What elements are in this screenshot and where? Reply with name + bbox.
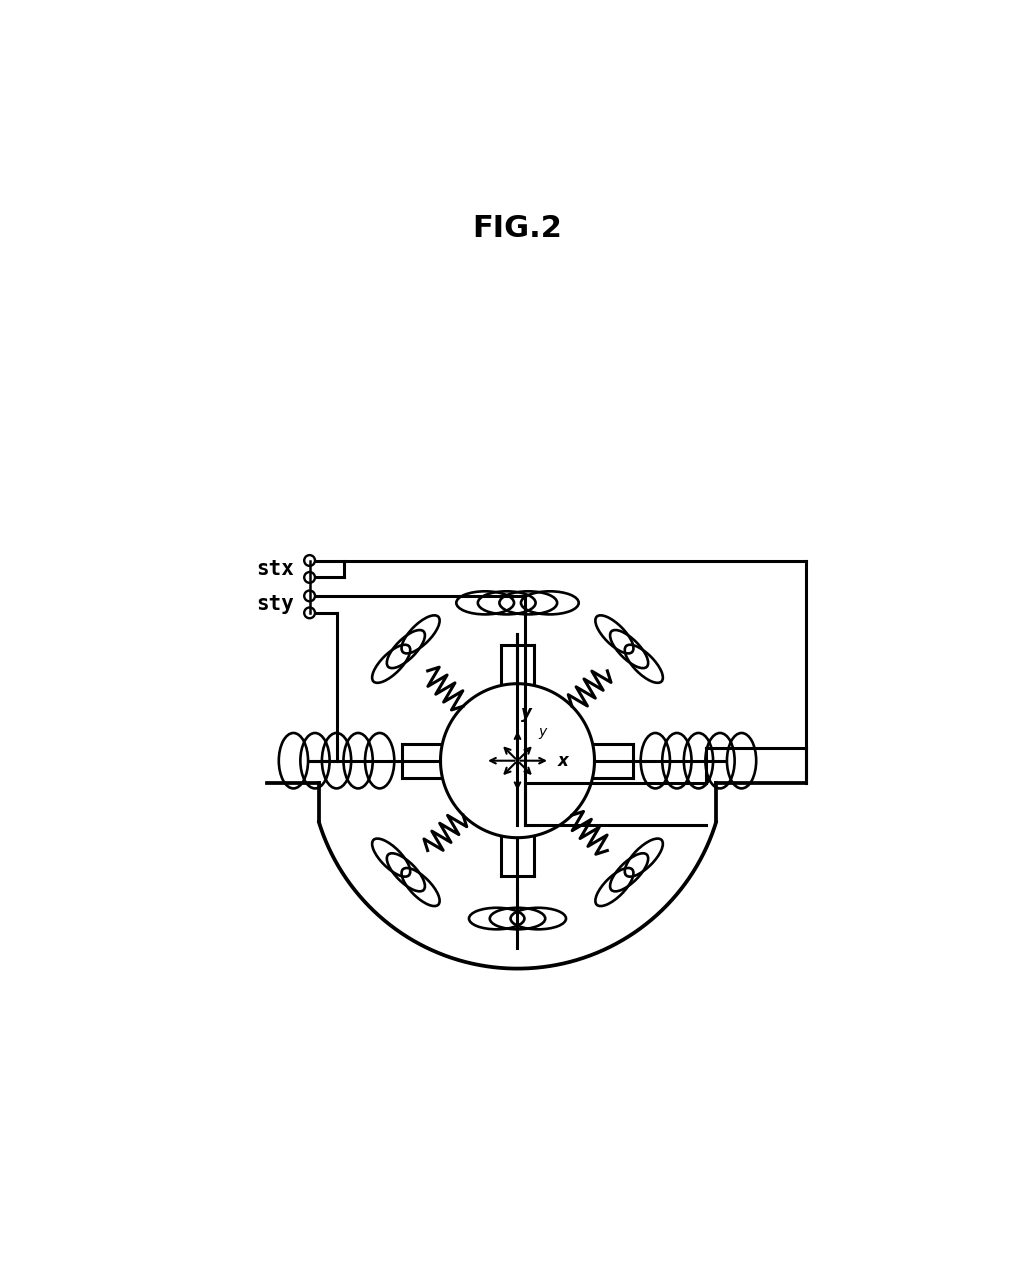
Text: y: y bbox=[538, 725, 546, 739]
Text: FIG.2: FIG.2 bbox=[472, 215, 562, 243]
Text: stx: stx bbox=[256, 559, 295, 579]
Text: y: y bbox=[522, 704, 532, 723]
Text: sty: sty bbox=[256, 594, 295, 615]
Text: x: x bbox=[558, 752, 568, 770]
